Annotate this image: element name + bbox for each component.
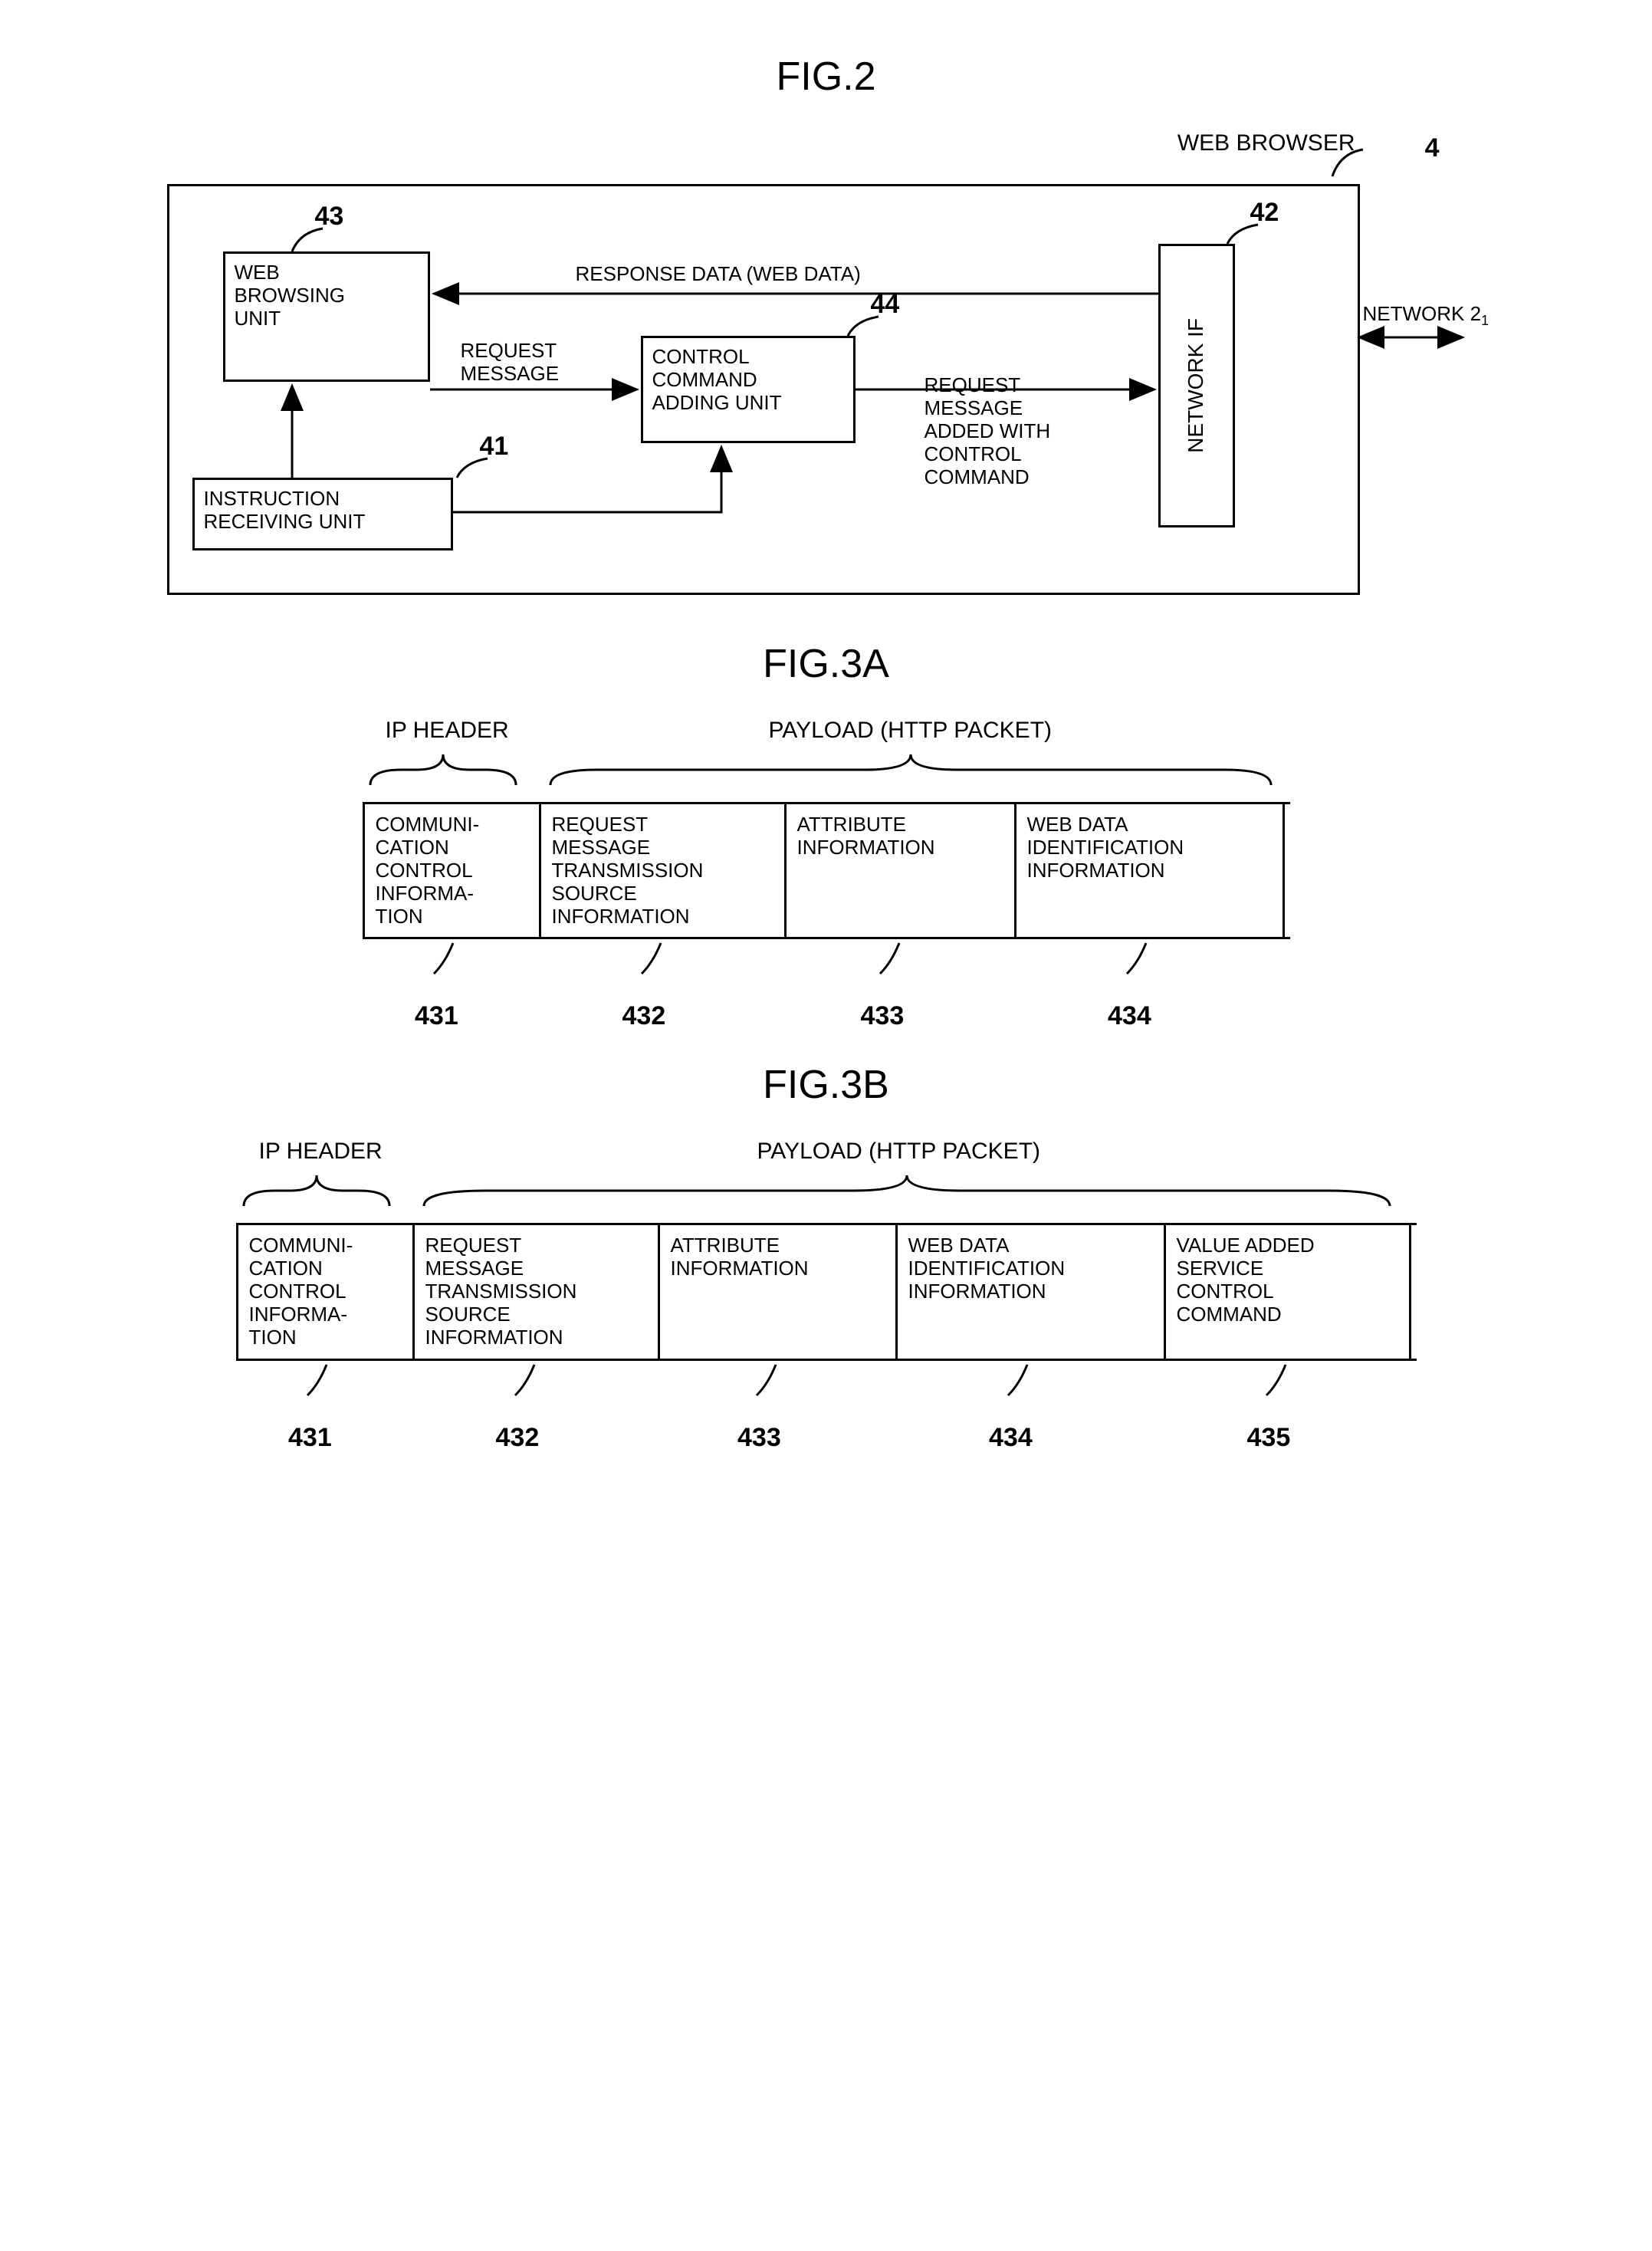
fig3b-cell-435: VALUE ADDEDSERVICECONTROLCOMMAND (1166, 1225, 1411, 1358)
fig3a-diagram: IP HEADER PAYLOAD (HTTP PACKET) COMMUNI-… (363, 718, 1290, 1031)
fig3b-cell-434: WEB DATAIDENTIFICATIONINFORMATION (898, 1225, 1166, 1358)
outer-ref-4: 4 (1425, 133, 1440, 163)
fig3a-packet: COMMUNI-CATIONCONTROLINFORMA-TIONREQUEST… (363, 802, 1290, 939)
fig3b-brace-payload (416, 1168, 1417, 1210)
request-label: REQUESTMESSAGE (461, 340, 560, 386)
fig3b-packet: COMMUNI-CATIONCONTROLINFORMA-TIONREQUEST… (236, 1223, 1417, 1360)
network-if-text: NETWORK IF (1184, 318, 1208, 453)
fig3b-ref-434: 434 (989, 1423, 1033, 1453)
fig3a-ref-433: 433 (861, 1001, 905, 1031)
ref-43: 43 (315, 202, 344, 232)
control-command-adding-unit-text: CONTROLCOMMANDADDING UNIT (652, 345, 782, 414)
ext-arrow (1355, 184, 1509, 590)
fig3a-tick-433 (872, 939, 918, 981)
instruction-receiving-unit: INSTRUCTIONRECEIVING UNIT (192, 478, 453, 550)
fig3b-cell-431: COMMUNI-CATIONCONTROLINFORMA-TION (238, 1225, 415, 1358)
control-command-adding-unit: CONTROLCOMMANDADDING UNIT (641, 336, 856, 443)
fig3a-payload-label: PAYLOAD (HTTP PACKET) (769, 718, 1053, 744)
network-if: NETWORK IF (1158, 244, 1235, 527)
instruction-receiving-unit-text: INSTRUCTIONRECEIVING UNIT (204, 487, 366, 533)
fig3b-ref-433: 433 (737, 1423, 781, 1453)
fig3b-ipheader-label: IP HEADER (259, 1139, 383, 1165)
fig3b-cell-433: ATTRIBUTEINFORMATION (660, 1225, 898, 1358)
fig3a-title: FIG.3A (31, 641, 1621, 687)
fig3a-brace-ip (363, 747, 539, 789)
fig3b-tick-433 (749, 1361, 795, 1403)
fig3b-ref-431: 431 (288, 1423, 332, 1453)
fig3b-ref-435: 435 (1247, 1423, 1291, 1453)
fig2-title: FIG.2 (31, 54, 1621, 100)
augmented-label: REQUESTMESSAGEADDED WITHCONTROLCOMMAND (925, 374, 1051, 488)
ref-44: 44 (871, 290, 900, 320)
fig3b-payload-label: PAYLOAD (HTTP PACKET) (757, 1139, 1041, 1165)
ref-41: 41 (480, 432, 509, 462)
ref-42: 42 (1250, 198, 1279, 228)
fig3b-ref-432: 432 (496, 1423, 540, 1453)
fig3b-tick-434 (1000, 1361, 1046, 1403)
web-browser-outer-box: 43 WEBBROWSINGUNIT 44 CONTROLCOMMANDADDI… (167, 184, 1360, 595)
fig3a-ipheader-label: IP HEADER (386, 718, 509, 744)
web-browsing-unit: WEBBROWSINGUNIT (223, 251, 430, 382)
fig3a-tick-434 (1119, 939, 1165, 981)
fig3b-diagram: IP HEADER PAYLOAD (HTTP PACKET) COMMUNI-… (236, 1139, 1417, 1452)
fig3a-ref-431: 431 (415, 1001, 458, 1031)
fig2-diagram: WEB BROWSER 4 43 WEBBROWSINGUNIT 44 CONT… (167, 130, 1486, 595)
fig3a-tick-432 (634, 939, 680, 981)
fig3a-brace-payload (543, 747, 1290, 789)
web-browsing-unit-text: WEBBROWSINGUNIT (235, 261, 345, 330)
web-browser-caption: WEB BROWSER (1177, 130, 1355, 156)
fig3b-brace-ip (236, 1168, 412, 1210)
fig3a-ref-432: 432 (622, 1001, 666, 1031)
fig3a-cell-431: COMMUNI-CATIONCONTROLINFORMA-TION (365, 804, 541, 937)
fig3a-cell-433: ATTRIBUTEINFORMATION (787, 804, 1016, 937)
fig3b-cell-432: REQUESTMESSAGETRANSMISSIONSOURCEINFORMAT… (415, 1225, 660, 1358)
fig3b-title: FIG.3B (31, 1062, 1621, 1108)
fig3a-cell-432: REQUESTMESSAGETRANSMISSIONSOURCEINFORMAT… (541, 804, 787, 937)
fig3a-ref-434: 434 (1108, 1001, 1151, 1031)
fig3a-cell-434: WEB DATAIDENTIFICATIONINFORMATION (1016, 804, 1285, 937)
ext-network-label: NETWORK 21 (1363, 303, 1489, 329)
fig3b-tick-435 (1259, 1361, 1305, 1403)
response-label: RESPONSE DATA (WEB DATA) (576, 263, 861, 286)
fig3a-tick-431 (426, 939, 472, 981)
fig3b-tick-432 (507, 1361, 553, 1403)
fig3b-tick-431 (300, 1361, 346, 1403)
